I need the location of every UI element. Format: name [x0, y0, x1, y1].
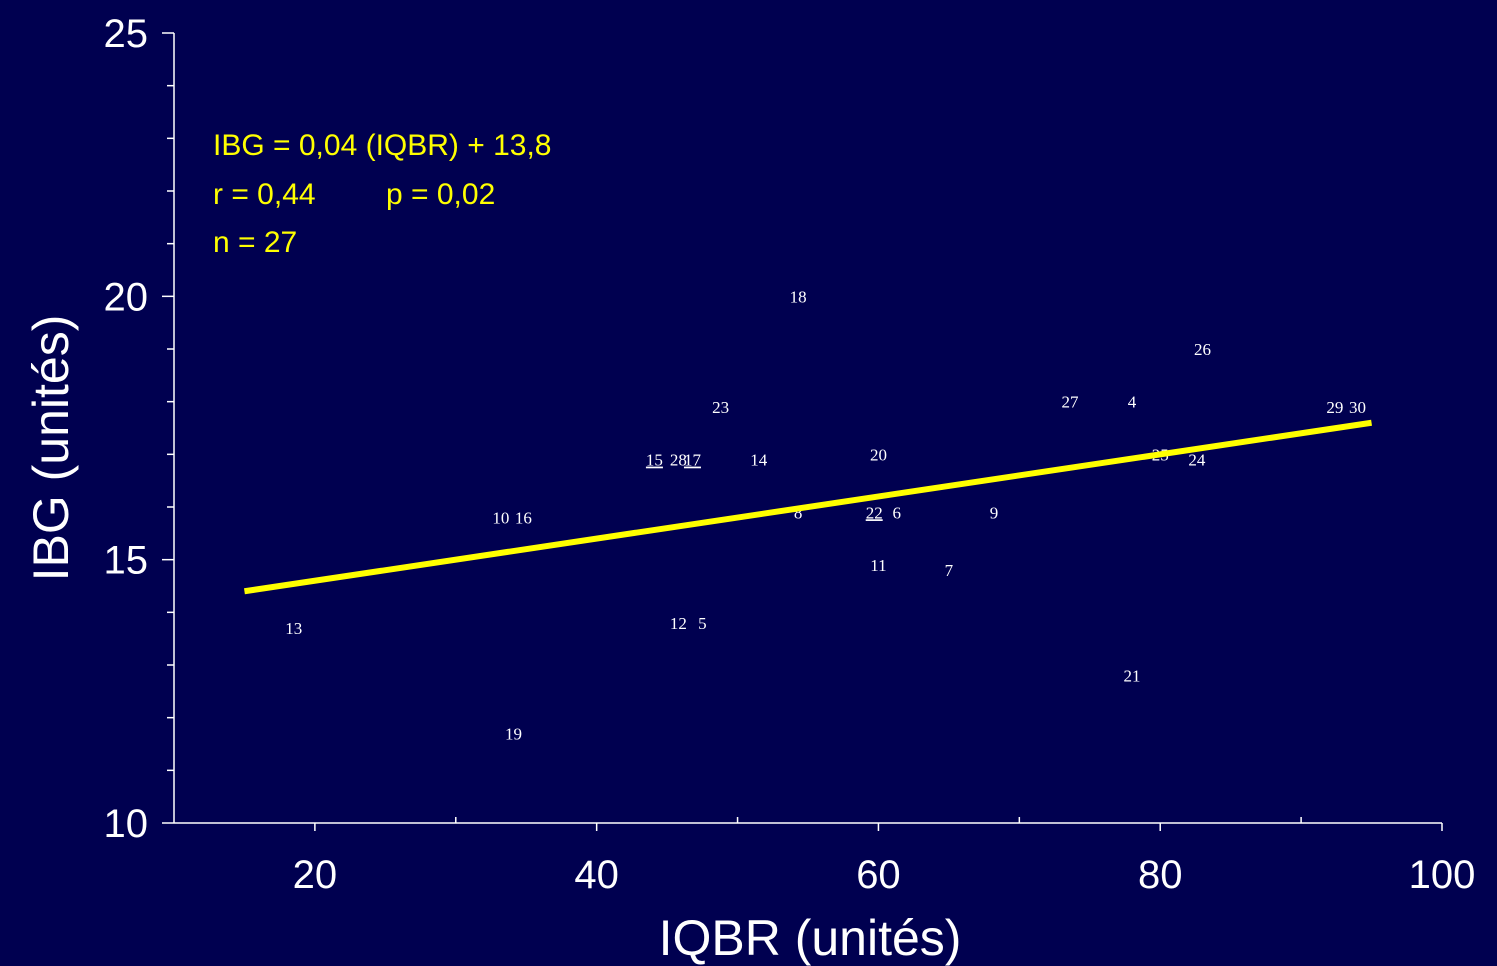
- data-points: 4567891011121314151617181920212223242526…: [285, 287, 1366, 743]
- data-point-label: 7: [945, 561, 954, 580]
- data-point-label: 23: [712, 398, 729, 417]
- x-tick-label: 100: [1409, 853, 1476, 897]
- data-point-label: 28: [670, 451, 687, 470]
- data-point-label: 30: [1349, 398, 1366, 417]
- data-point-label: 8: [794, 503, 803, 522]
- x-tick-label: 40: [574, 853, 619, 897]
- data-point-label: 29: [1326, 398, 1343, 417]
- sample-size: n = 27: [213, 226, 297, 259]
- data-point-label: 21: [1124, 667, 1141, 686]
- x-tick-label: 20: [293, 853, 338, 897]
- data-point-label: 9: [990, 503, 999, 522]
- y-axis-title: IBG (unités): [23, 315, 79, 582]
- p-value: p = 0,02: [386, 178, 495, 211]
- regression-line: [244, 419, 1372, 595]
- data-point-label: 5: [698, 614, 707, 633]
- y-tick-label: 25: [104, 12, 149, 56]
- x-tick-label: 80: [1138, 853, 1183, 897]
- data-point-label: 13: [285, 619, 302, 638]
- data-point-label: 19: [505, 724, 522, 743]
- y-tick-label: 10: [104, 802, 149, 846]
- y-tick-label: 15: [104, 539, 149, 583]
- data-point-label: 18: [790, 287, 807, 306]
- data-point-label: 14: [750, 451, 768, 470]
- axes: 10 15 20 25 20 40 60 80 100: [104, 12, 1476, 897]
- data-point-label: 20: [870, 445, 887, 464]
- data-point-label: 22: [866, 503, 883, 522]
- data-point-label: 24: [1188, 451, 1206, 470]
- data-point-label: 16: [515, 509, 532, 528]
- regression-equation: IBG = 0,04 (IQBR) + 13,8: [213, 129, 552, 162]
- data-point-label: 6: [893, 503, 902, 522]
- data-point-label: 15: [646, 451, 663, 470]
- data-point-label: 11: [870, 556, 886, 575]
- data-point-label: 12: [670, 614, 687, 633]
- x-axis-title: IQBR (unités): [659, 910, 962, 966]
- y-tick-label: 20: [104, 275, 149, 319]
- data-point-label: 4: [1128, 393, 1137, 412]
- correlation-coefficient: r = 0,44: [213, 178, 316, 211]
- data-point-label: 26: [1194, 340, 1211, 359]
- data-point-label: 17: [684, 451, 702, 470]
- data-point-label: 27: [1062, 393, 1080, 412]
- data-point-label: 10: [492, 509, 509, 528]
- x-tick-label: 60: [856, 853, 901, 897]
- regression-line-group: [244, 419, 1372, 595]
